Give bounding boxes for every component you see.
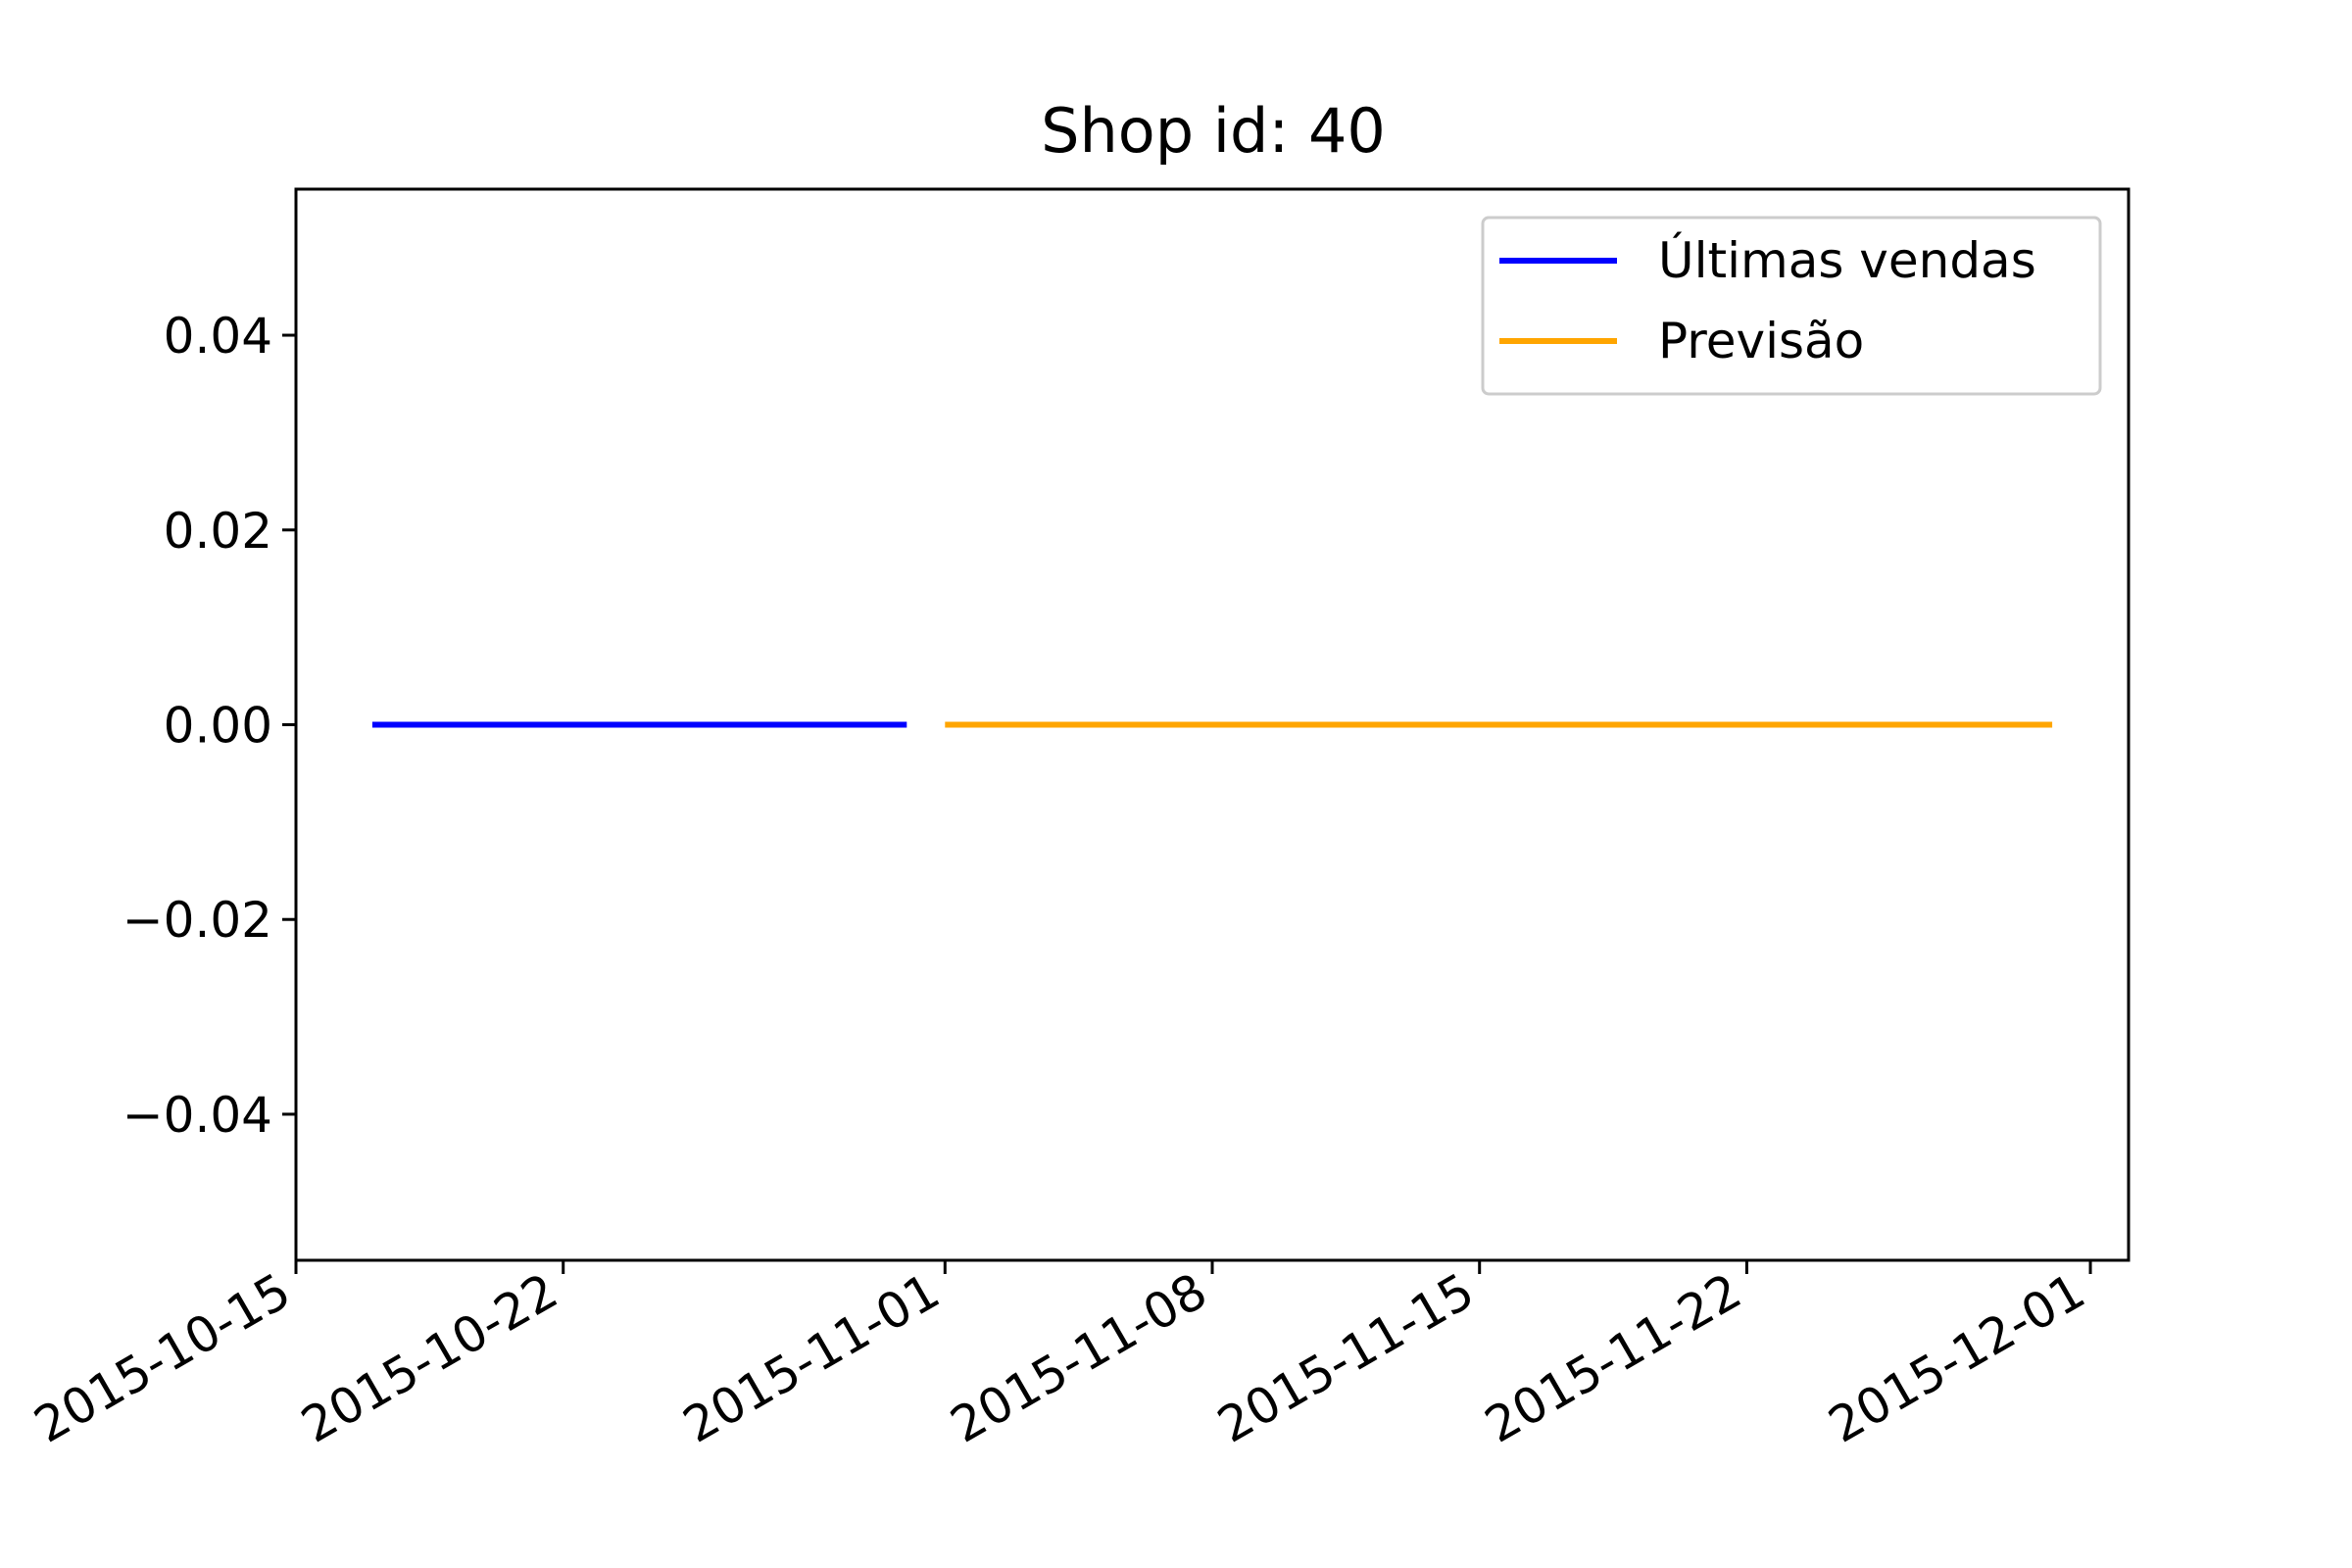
legend-label-ultimas-vendas: Últimas vendas <box>1658 231 2036 289</box>
legend-label-previsao: Previsão <box>1658 313 1864 369</box>
y-tick-label: 0.04 <box>164 308 272 365</box>
chart-title: Shop id: 40 <box>1041 95 1386 167</box>
y-tick-label: −0.04 <box>122 1087 272 1144</box>
y-tick-label: −0.02 <box>122 892 272 949</box>
legend: Últimas vendas Previsão <box>1481 216 2102 396</box>
plot-frame <box>294 187 2131 1262</box>
y-tick-label: 0.00 <box>164 698 272 755</box>
legend-box <box>1481 216 2102 396</box>
y-tick-label: 0.02 <box>164 503 272 560</box>
